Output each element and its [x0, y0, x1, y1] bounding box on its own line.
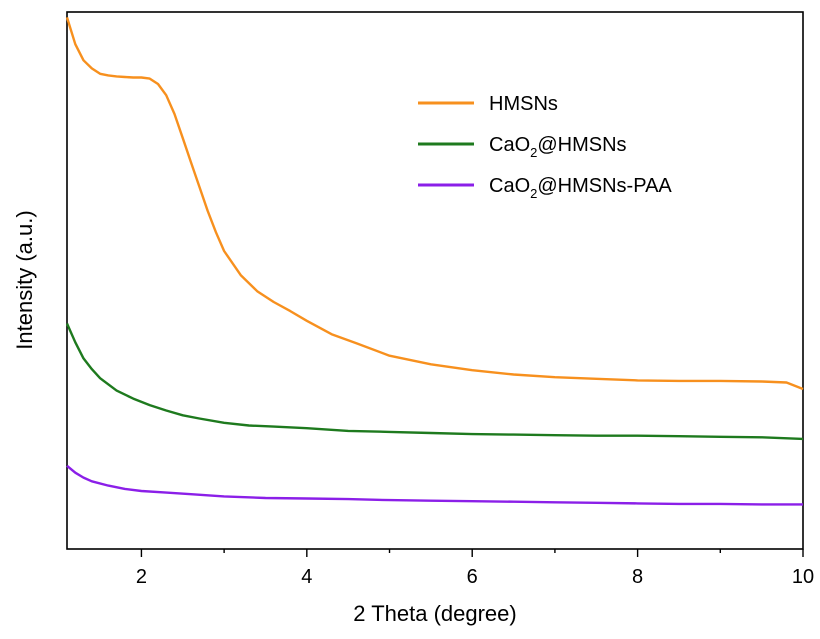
x-tick-label: 8: [632, 566, 643, 588]
series-line-3: [66, 464, 803, 506]
legend-label-3: CaO2@HMSNs-PAA: [489, 175, 672, 201]
plot-frame: [66, 11, 804, 550]
x-axis: 2 4 6 8 10: [136, 549, 814, 588]
x-tick-label: 10: [792, 566, 814, 588]
x-tick-label: 6: [467, 566, 478, 588]
x-tick-label: 2: [136, 566, 147, 588]
legend: HMSNs CaO2@HMSNs CaO2@HMSNs-PAA: [418, 93, 672, 201]
series-lines: [65, 17, 804, 506]
series-line-2: [65, 323, 804, 441]
plot-area: [66, 11, 804, 550]
x-tick-label: 4: [301, 566, 312, 588]
series-line-1: [65, 17, 804, 391]
y-axis-title: Intensity (a.u.): [12, 210, 37, 349]
legend-label-2: CaO2@HMSNs: [489, 134, 627, 160]
legend-label-1: HMSNs: [489, 93, 558, 115]
x-axis-title: 2 Theta (degree): [353, 601, 516, 626]
